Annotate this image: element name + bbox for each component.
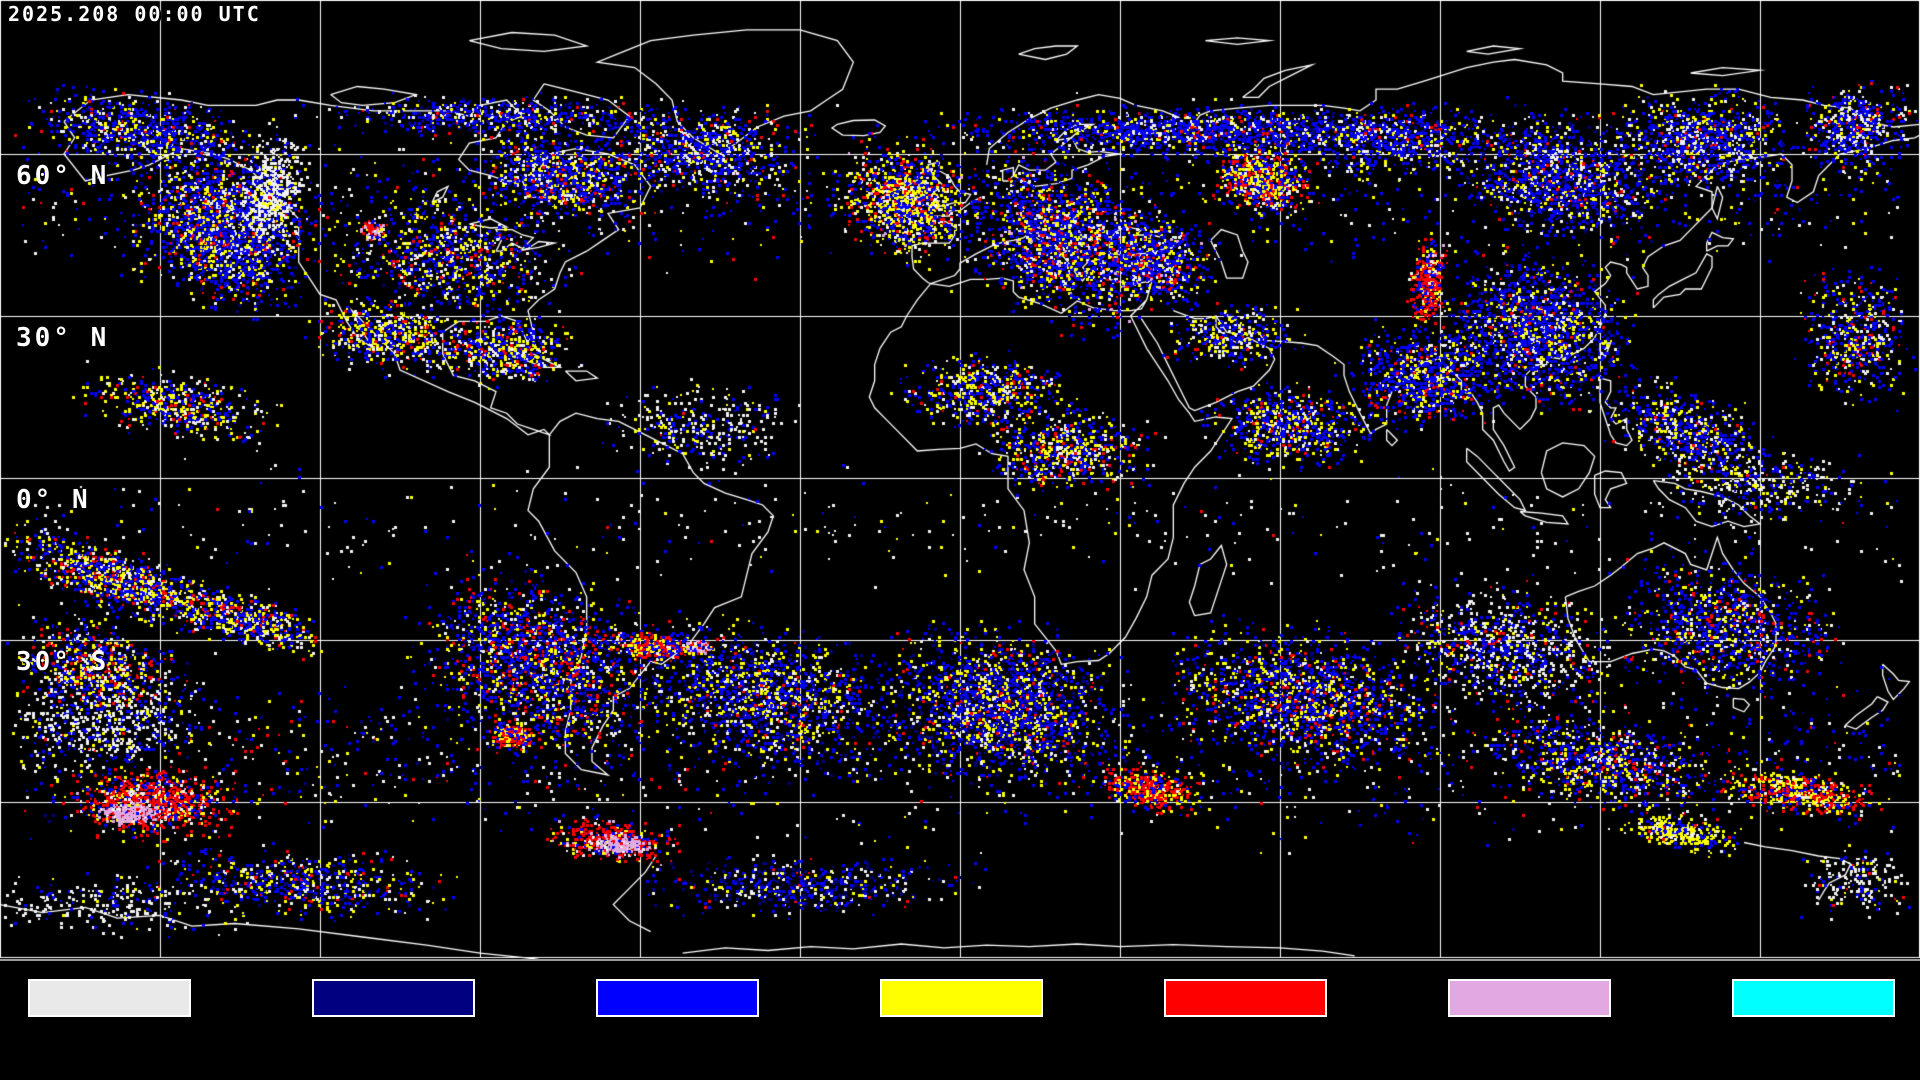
legend-label: Heavy Icing <box>1443 1021 1615 1080</box>
legend-item-night: Night Icing <box>1732 961 1895 1080</box>
legend-bar: No Icing Retrieval Low Probability of Li… <box>0 959 1920 1080</box>
legend-label: Med.Probability of Light Icing <box>560 1021 795 1080</box>
legend-swatch-moderate <box>1164 979 1327 1017</box>
legend-item-moderate: Moderate/Greater Icing Likely <box>1164 961 1327 1080</box>
icing-map-canvas <box>0 0 1920 959</box>
legend-swatch-heavy <box>1448 979 1611 1017</box>
legend-swatch-low-prob <box>312 979 475 1017</box>
legend-label: Moderate/Greater Icing Likely <box>1120 1021 1370 1080</box>
lat-label-60n: 60° N <box>16 161 110 191</box>
legend-item-high-prob: High Probability of Light Icing <box>880 961 1043 1080</box>
legend-swatch-no-icing <box>28 979 191 1017</box>
lat-label-30n: 30° N <box>16 323 110 353</box>
legend-label: Night Icing <box>1727 1021 1899 1080</box>
legend-item-med-prob: Med.Probability of Light Icing <box>596 961 759 1080</box>
legend-item-heavy: Heavy Icing <box>1448 961 1611 1080</box>
legend-label: High Probability of Light Icing <box>836 1021 1086 1080</box>
legend-label: Low Probability of Light Icing <box>276 1021 511 1080</box>
legend-label: No Icing Retrieval <box>39 1021 180 1080</box>
lat-label-30s: 30° S <box>16 647 110 677</box>
timestamp: 2025.208 00:00 UTC <box>8 2 261 26</box>
map-area: 2025.208 00:00 UTC 60° N 30° N 0° N 30° … <box>0 0 1920 959</box>
legend-swatch-high-prob <box>880 979 1043 1017</box>
lat-label-0n: 0° N <box>16 485 91 515</box>
legend-item-no-icing: No Icing Retrieval <box>28 961 191 1080</box>
legend-swatch-med-prob <box>596 979 759 1017</box>
legend-swatch-night <box>1732 979 1895 1017</box>
legend-item-low-prob: Low Probability of Light Icing <box>312 961 475 1080</box>
